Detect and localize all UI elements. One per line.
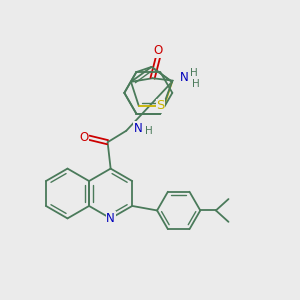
Text: O: O <box>153 44 163 57</box>
Text: S: S <box>156 100 165 112</box>
Text: N: N <box>134 122 142 135</box>
Text: O: O <box>79 131 88 144</box>
Text: H: H <box>192 79 199 89</box>
Text: N: N <box>106 212 115 225</box>
Text: H: H <box>190 68 198 78</box>
Text: H: H <box>145 126 153 136</box>
Text: N: N <box>180 70 188 83</box>
